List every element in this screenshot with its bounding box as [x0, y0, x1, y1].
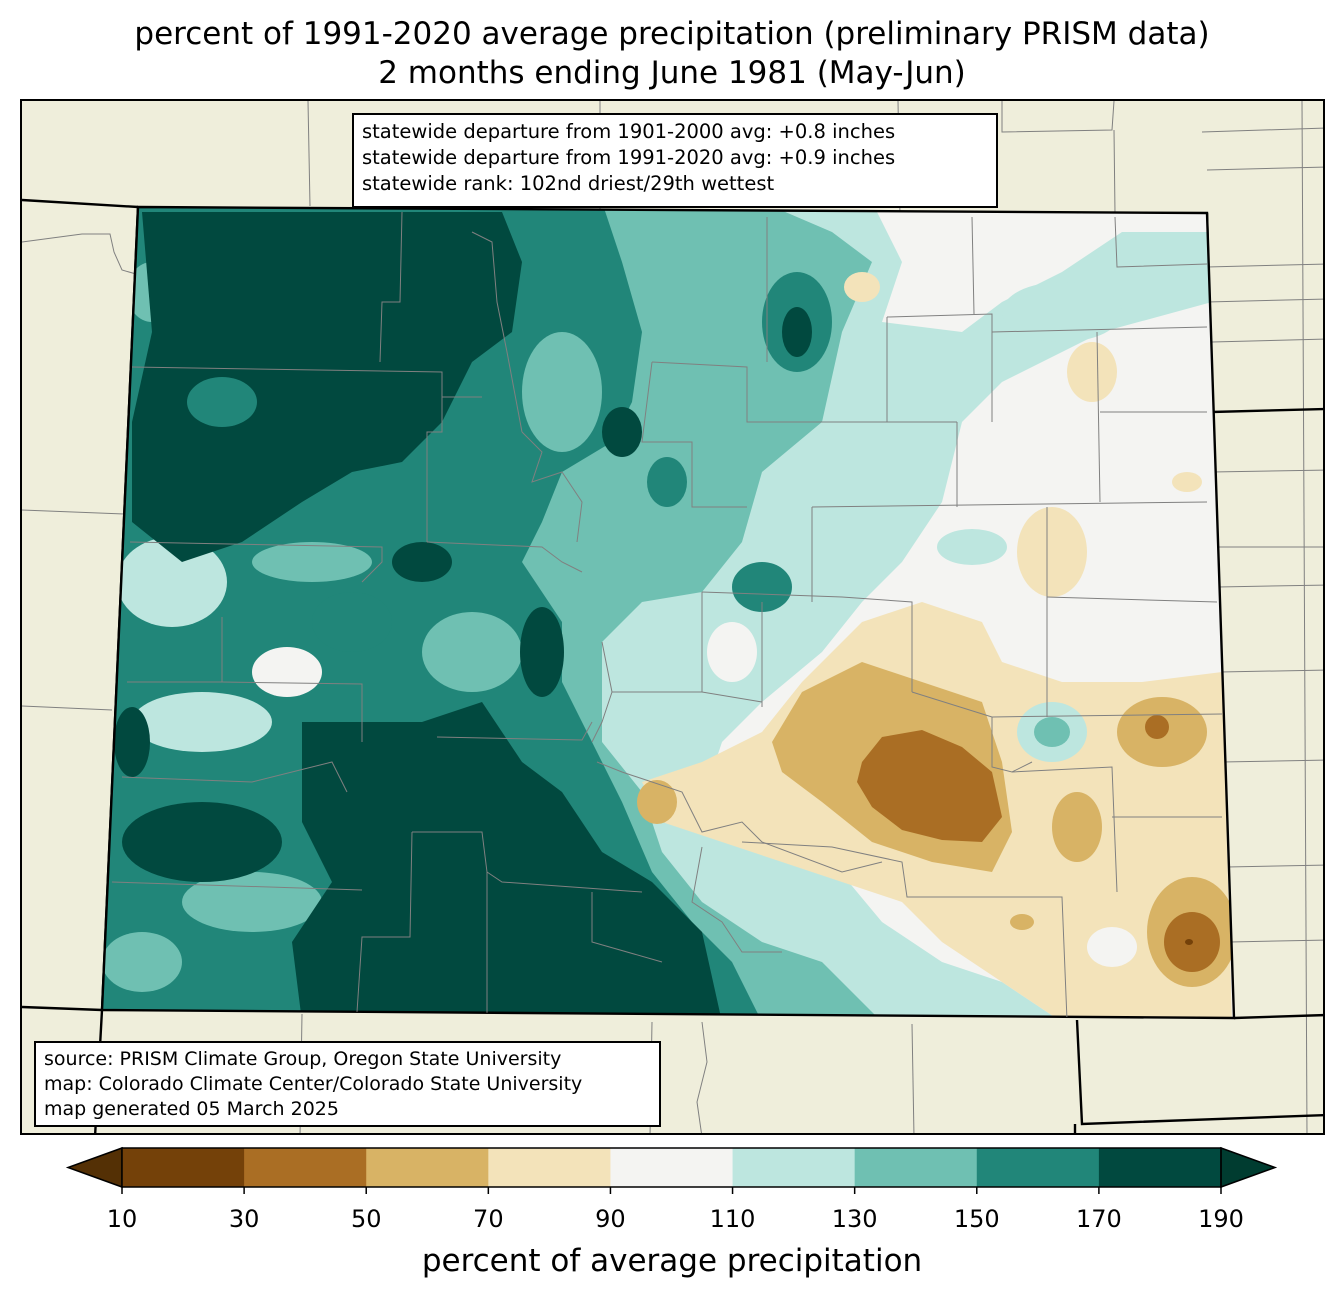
- statewide-stats-box: statewide departure from 1901-2000 avg: …: [352, 113, 998, 208]
- colorbar-bin-150-170: [976, 1148, 1100, 1187]
- colorbar-under-arrow: [65, 1146, 123, 1189]
- stats-departure-1901-2000: statewide departure from 1901-2000 avg: …: [362, 120, 896, 143]
- precipitation-map: statewide departure from 1901-2000 avg: …: [20, 99, 1325, 1135]
- colorbar-tick-label: 130: [831, 1205, 878, 1233]
- map-canvas: [22, 101, 1323, 1133]
- colorbar-label: percent of average precipitation: [421, 1243, 923, 1279]
- colorbar-bin-90-110: [610, 1148, 734, 1187]
- colorbar-tick-label: 150: [953, 1205, 1000, 1233]
- source-box: source: PRISM Climate Group, Oregon Stat…: [34, 1041, 661, 1127]
- generated-date: map generated 05 March 2025: [44, 1098, 339, 1120]
- colorbar-tick-label: 110: [709, 1205, 756, 1233]
- precipitation-field: [102, 207, 1234, 1018]
- colorbar: [65, 1146, 1278, 1194]
- colorbar-bin-30-50: [244, 1148, 367, 1187]
- colorado-border: [100, 205, 1236, 1020]
- colorbar-bin-70-90: [488, 1148, 611, 1187]
- colorbar-bin-110-130: [732, 1148, 856, 1187]
- stats-departure-1991-2020: statewide departure from 1991-2020 avg: …: [362, 146, 896, 169]
- source-credit: source: PRISM Climate Group, Oregon Stat…: [44, 1048, 562, 1070]
- colorbar-outline: [121, 1147, 1222, 1188]
- colorbar-bin-10-30: [122, 1148, 245, 1187]
- stats-rank: statewide rank: 102nd driest/29th wettes…: [362, 172, 775, 195]
- colorbar-bin-50-70: [366, 1148, 489, 1187]
- colorbar-tick-label: 70: [473, 1205, 504, 1233]
- county-lines: [111, 211, 1223, 1018]
- map-subtitle: 2 months ending June 1981 (May-Jun): [378, 55, 966, 91]
- colorbar-tick-label: 10: [106, 1205, 138, 1233]
- colorbar-bin-170-190: [1098, 1148, 1222, 1187]
- colorbar-bin-130-150: [854, 1148, 978, 1187]
- colorbar-tick-label: 90: [595, 1205, 626, 1233]
- colorbar-tick-label: 30: [228, 1205, 260, 1233]
- colorbar-tick-label: 50: [350, 1205, 382, 1233]
- colorbar-tick-label: 190: [1198, 1205, 1244, 1233]
- colorbar-over-arrow: [1220, 1146, 1278, 1189]
- map-credit: map: Colorado Climate Center/Colorado St…: [44, 1073, 583, 1095]
- colorbar-tick-label: 170: [1075, 1205, 1122, 1233]
- map-title: percent of 1991-2020 average precipitati…: [134, 16, 1210, 52]
